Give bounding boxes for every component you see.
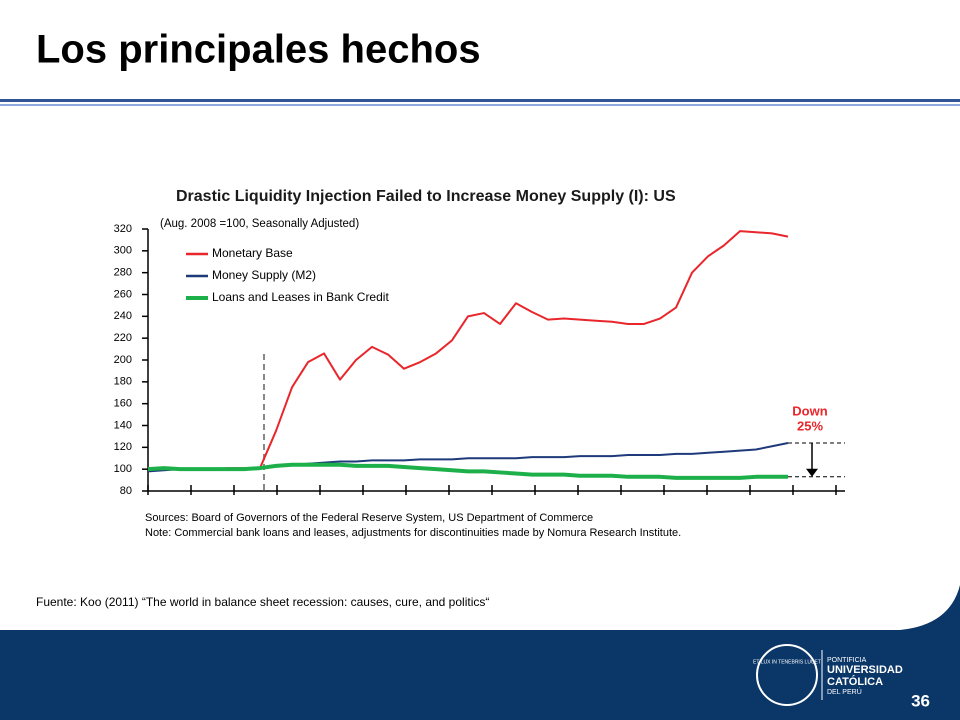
chart-note: Note: Commercial bank loans and leases, … xyxy=(145,527,681,539)
y-tick-label: 300 xyxy=(114,245,132,257)
y-tick-label: 160 xyxy=(114,398,132,410)
y-tick-label: 120 xyxy=(114,441,132,453)
logo-seal xyxy=(756,644,818,706)
logo-text: UNIVERSIDAD xyxy=(827,664,903,676)
annotation: Down xyxy=(792,403,827,418)
legend-label: Loans and Leases in Bank Credit xyxy=(212,290,389,304)
series-line xyxy=(148,230,789,471)
slide-source: Fuente: Koo (2011) “The world in balance… xyxy=(36,595,489,609)
slide-title: Los principales hechos xyxy=(36,28,481,72)
arrow-head xyxy=(806,468,818,477)
header-rule xyxy=(0,104,960,106)
chart-title: Drastic Liquidity Injection Failed to In… xyxy=(176,188,676,205)
annotation: 25% xyxy=(797,418,823,433)
y-tick-label: 280 xyxy=(114,267,132,279)
y-tick-label: 260 xyxy=(114,288,132,300)
legend-label: Money Supply (M2) xyxy=(212,268,316,282)
series-line xyxy=(147,462,788,480)
y-tick-label: 180 xyxy=(114,376,132,388)
y-tick-label: 240 xyxy=(114,310,132,322)
footer-band xyxy=(0,585,960,720)
y-tick-label: 100 xyxy=(114,463,132,475)
header-rule xyxy=(0,99,960,102)
y-tick-label: 80 xyxy=(120,485,132,497)
legend-label: Monetary Base xyxy=(212,246,293,260)
logo-text: PONTIFICIA xyxy=(827,657,867,664)
y-tick-label: 200 xyxy=(114,354,132,366)
y-tick-label: 140 xyxy=(114,419,132,431)
chart-sources: Sources: Board of Governors of the Feder… xyxy=(145,512,593,524)
y-tick-label: 220 xyxy=(114,332,132,344)
logo-motto: ET LUX IN TENEBRIS LUCET xyxy=(753,659,821,665)
y-tick-label: 320 xyxy=(114,223,132,235)
chart-subtitle: (Aug. 2008 =100, Seasonally Adjusted) xyxy=(160,218,359,230)
page-number: 36 xyxy=(911,691,930,710)
logo-text: CATÓLICA xyxy=(827,675,883,688)
logo-text: DEL PERÚ xyxy=(827,687,862,696)
